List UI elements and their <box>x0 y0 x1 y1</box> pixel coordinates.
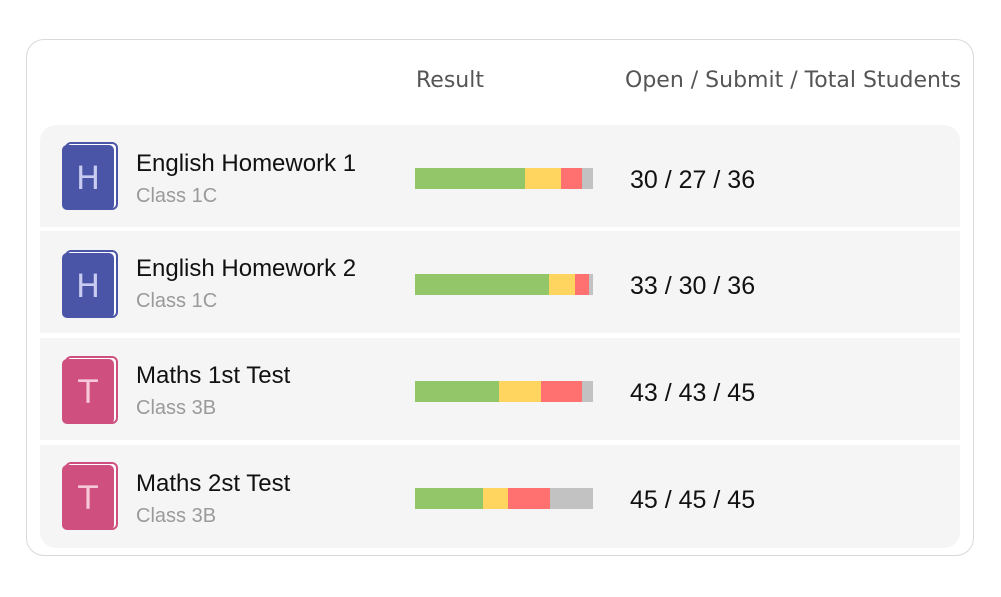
result-segment-gray <box>582 168 593 189</box>
assignment-class: Class 3B <box>136 505 217 527</box>
result-bar <box>415 168 593 189</box>
result-segment-yellow <box>498 381 542 402</box>
result-segment-red <box>541 381 583 402</box>
result-segment-yellow <box>482 488 508 509</box>
assignment-title: Maths 2st Test <box>136 470 291 497</box>
assignment-class: Class 3B <box>136 397 217 419</box>
book-icon: H <box>62 250 118 318</box>
assignment-class: Class 1C <box>136 290 218 312</box>
result-segment-red <box>575 274 590 295</box>
assignment-title: Maths 1st Test <box>136 362 291 389</box>
result-bar <box>415 274 593 295</box>
book-cover-letter: H <box>62 253 114 318</box>
result-segment-yellow <box>548 274 576 295</box>
student-counts: 30 / 27 / 36 <box>630 166 756 194</box>
book-cover-letter: T <box>62 359 114 424</box>
book-icon: T <box>62 462 118 530</box>
counts-column-header: Open / Submit / Total Students <box>625 68 962 93</box>
result-bar <box>415 488 593 509</box>
assignment-row-maths-2st-test[interactable]: T Maths 2st Test Class 3B 45 / 45 / 45 <box>40 445 960 548</box>
result-segment-gray <box>550 488 593 509</box>
book-cover-letter: T <box>62 465 114 530</box>
book-icon: H <box>62 142 118 210</box>
assignment-title: English Homework 2 <box>136 255 357 282</box>
assignment-row-english-homework-1[interactable]: H English Homework 1 Class 1C 30 / 27 / … <box>40 125 960 227</box>
result-bar <box>415 381 593 402</box>
assignment-row-english-homework-2[interactable]: H English Homework 2 Class 1C 33 / 30 / … <box>40 231 960 333</box>
student-counts: 45 / 45 / 45 <box>630 486 756 514</box>
assignment-list: H English Homework 1 Class 1C 30 / 27 / … <box>40 125 960 548</box>
result-column-header: Result <box>416 68 484 93</box>
result-segment-red <box>560 168 583 189</box>
assignment-class: Class 1C <box>136 185 218 207</box>
result-segment-gray <box>582 381 593 402</box>
result-segment-red <box>507 488 551 509</box>
result-segment-green <box>415 488 483 509</box>
book-cover-letter: H <box>62 145 114 210</box>
assignment-title: English Homework 1 <box>136 150 357 177</box>
result-segment-green <box>415 274 549 295</box>
book-icon: T <box>62 356 118 424</box>
result-segment-yellow <box>525 168 561 189</box>
result-segment-green <box>415 168 526 189</box>
student-counts: 43 / 43 / 45 <box>630 379 756 407</box>
result-segment-gray <box>589 274 593 295</box>
assignment-row-maths-1st-test[interactable]: T Maths 1st Test Class 3B 43 / 43 / 45 <box>40 338 960 440</box>
result-segment-green <box>415 381 499 402</box>
student-counts: 33 / 30 / 36 <box>630 272 756 300</box>
